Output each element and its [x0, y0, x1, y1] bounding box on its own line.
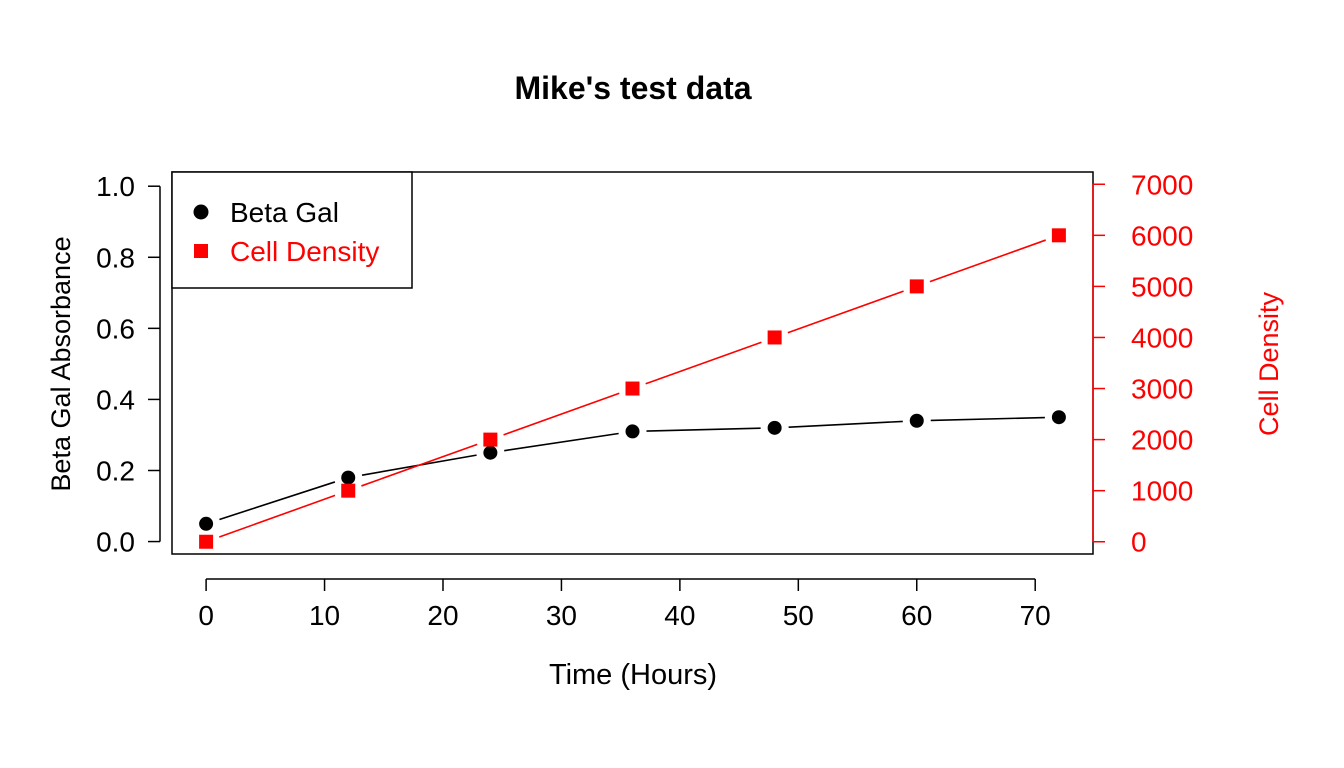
legend-marker-cell-density: [194, 244, 208, 258]
x-tick-label: 60: [901, 600, 932, 631]
cell-density-line-segment: [929, 239, 1046, 283]
x-tick-label: 50: [783, 600, 814, 631]
y-tick-label-left: 0.2: [96, 455, 135, 486]
y-tick-label-right: 3000: [1131, 374, 1193, 405]
cell-density-line-segment: [219, 494, 336, 538]
cell-density-line-segment: [361, 443, 478, 487]
y-tick-label-right: 1000: [1131, 476, 1193, 507]
x-tick-label: 30: [546, 600, 577, 631]
beta-gal-point: [1051, 410, 1066, 425]
legend-label-beta-gal: Beta Gal: [230, 197, 339, 228]
cell-density-point: [767, 330, 782, 345]
cell-density-line-segment: [645, 341, 762, 385]
y-tick-label-left: 0.0: [96, 527, 135, 558]
x-tick-label: 0: [198, 600, 214, 631]
chart-title: Mike's test data: [514, 70, 751, 106]
y-tick-label-right: 6000: [1131, 220, 1193, 251]
cell-density-line-segment: [787, 290, 904, 334]
y-tick-label-right: 7000: [1131, 169, 1193, 200]
beta-gal-point: [483, 445, 498, 460]
y-tick-label-right: 5000: [1131, 271, 1193, 302]
beta-gal-line-segment: [504, 432, 619, 452]
legend-marker-beta-gal: [193, 204, 209, 220]
x-tick-label: 70: [1020, 600, 1051, 631]
cell-density-point: [1051, 228, 1066, 243]
y-tick-label-right: 4000: [1131, 322, 1193, 353]
beta-gal-point: [767, 420, 782, 435]
x-tick-label: 20: [427, 600, 458, 631]
x-axis-label: Time (Hours): [549, 659, 717, 691]
legend: Beta Gal Cell Density: [171, 171, 413, 289]
y-tick-label-right: 0: [1131, 527, 1147, 558]
y-tick-label-left: 1.0: [96, 171, 135, 202]
y-tick-label-left: 0.4: [96, 384, 135, 415]
y-tick-label-left: 0.8: [96, 242, 135, 273]
beta-gal-point: [625, 424, 640, 439]
cell-density-point: [199, 534, 214, 549]
beta-gal-line-segment: [788, 420, 903, 428]
cell-density-point: [909, 279, 924, 294]
plot-layer: 0 10 20 30 40 50 60 70 0.0 0.2 0.4 0.6 0.8 1.0 0 1000 20…: [96, 169, 1193, 631]
cell-density-point: [483, 432, 498, 447]
beta-gal-line-segment: [930, 416, 1045, 422]
cell-density-point: [341, 483, 356, 498]
y-axis-label-left: Beta Gal Absorbance: [46, 236, 76, 491]
legend-box: [171, 171, 413, 289]
x-tick-label: 40: [664, 600, 695, 631]
beta-gal-point: [341, 470, 356, 485]
beta-gal-point: [199, 516, 214, 531]
x-tick-label: 10: [309, 600, 340, 631]
y-tick-label-right: 2000: [1131, 425, 1193, 456]
y-axis-label-right: Cell Density: [1254, 291, 1284, 436]
y-tick-label-left: 0.6: [96, 313, 135, 344]
legend-label-cell-density: Cell Density: [230, 236, 379, 267]
cell-density-point: [625, 381, 640, 396]
beta-gal-line-segment: [219, 481, 336, 521]
beta-gal-line-segment: [646, 427, 761, 432]
beta-gal-point: [909, 413, 924, 428]
cell-density-line-segment: [503, 392, 620, 436]
